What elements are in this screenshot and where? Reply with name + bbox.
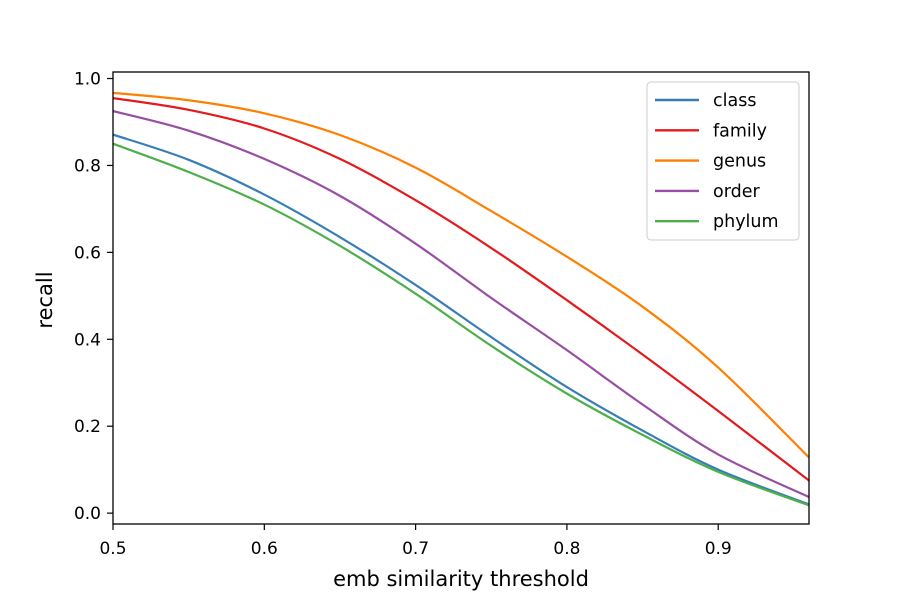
- x-axis-label: emb similarity threshold: [333, 567, 589, 591]
- x-tick-label: 0.5: [99, 539, 126, 559]
- y-tick-label: 0.4: [74, 330, 101, 350]
- y-tick-label: 1.0: [74, 70, 101, 90]
- series-line-order: [113, 110, 809, 499]
- legend-box: [646, 81, 800, 241]
- y-tick-label: 0.2: [74, 417, 101, 437]
- legend-label-class: class: [713, 91, 756, 111]
- x-tick-label: 0.9: [705, 539, 732, 559]
- series-line-genus: [113, 91, 809, 459]
- series-line-family: [113, 96, 809, 482]
- plot-frame: [112, 71, 810, 525]
- x-tick-label: 0.7: [402, 539, 429, 559]
- y-axis-label: recall: [33, 271, 57, 328]
- legend-label-genus: genus: [713, 152, 766, 172]
- legend-label-phylum: phylum: [713, 212, 779, 232]
- y-tick-label: 0.0: [74, 504, 101, 524]
- y-tick-label: 0.6: [74, 243, 101, 263]
- ticks-layer: 0.5 0.6 0.7 0.8 0.9 0.0 0.2 0.4 0.6 0.8 1.0: [74, 70, 732, 559]
- legend-label-order: order: [713, 182, 760, 202]
- x-tick-label: 0.6: [251, 539, 278, 559]
- legend: class family genus order phylum: [646, 81, 800, 241]
- y-tick-label: 0.8: [74, 156, 101, 176]
- x-tick-label: 0.8: [553, 539, 580, 559]
- series-line-class: [113, 133, 809, 506]
- series-layer: [113, 91, 809, 507]
- legend-label-family: family: [713, 121, 767, 141]
- series-line-phylum: [113, 142, 809, 507]
